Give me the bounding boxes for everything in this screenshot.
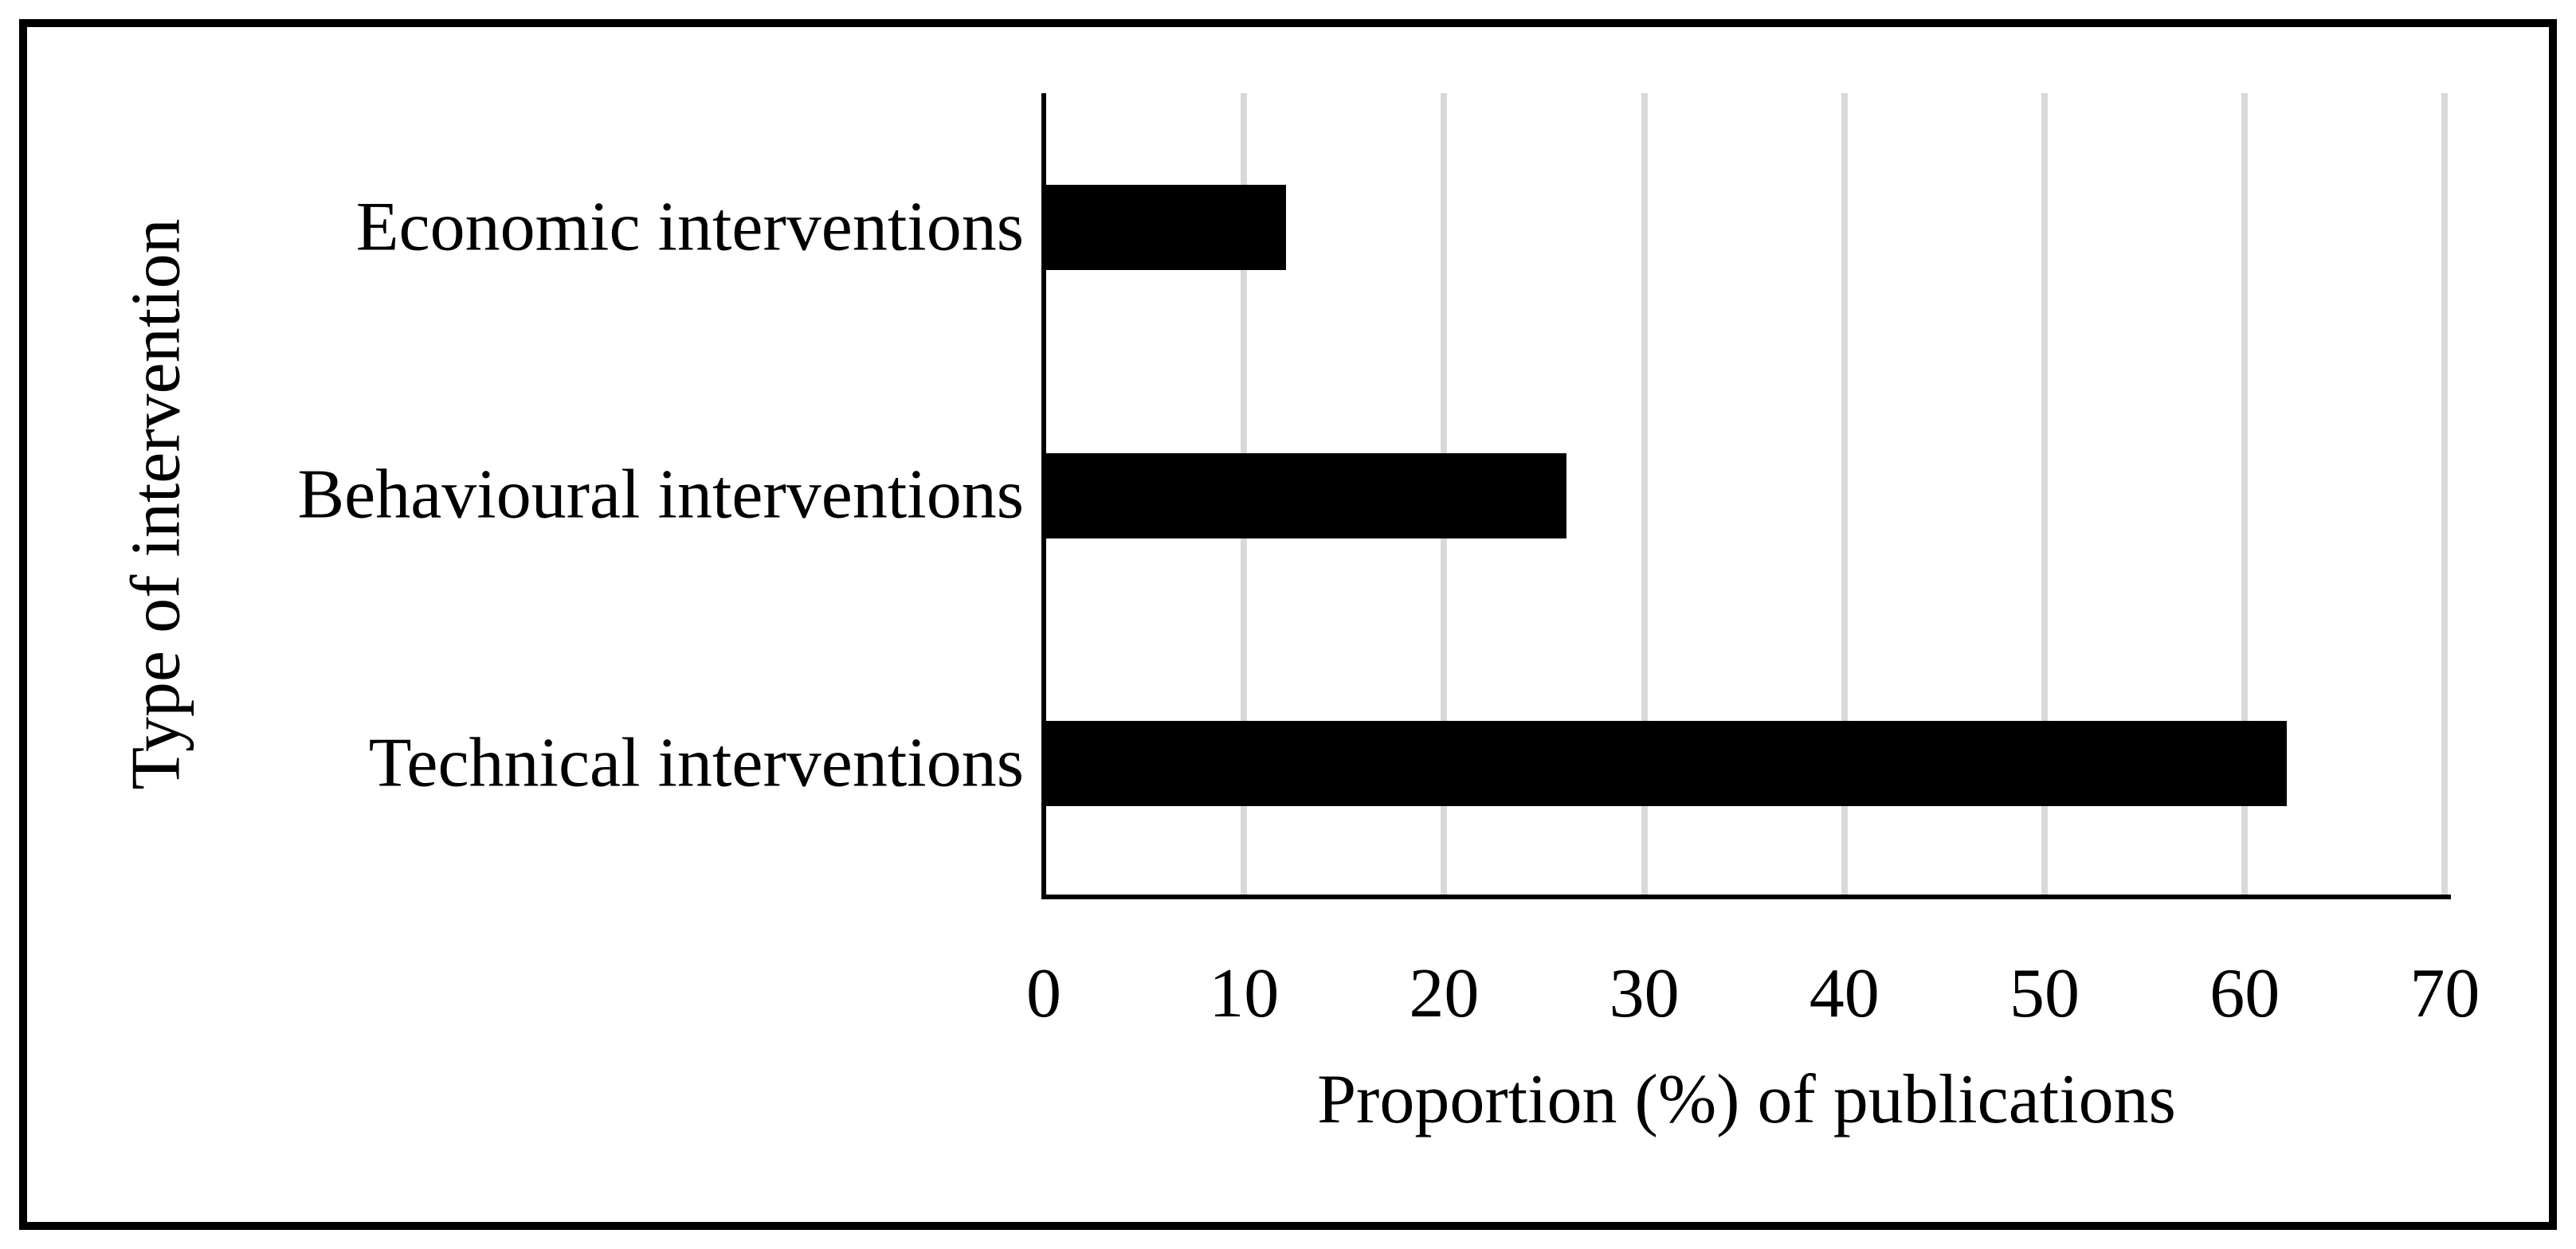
x-tick-label-40: 40 [1809, 955, 1880, 1032]
x-axis-line [1041, 895, 2451, 899]
bar-technical-interventions [1046, 721, 2288, 806]
x-tick-label-0: 0 [1026, 955, 1061, 1032]
gridline-60 [2241, 93, 2249, 895]
gridline-70 [2441, 93, 2449, 895]
gridline-40 [1841, 93, 1848, 895]
category-label-technical-interventions: Technical interventions [368, 724, 1024, 802]
x-tick-label-70: 70 [2409, 955, 2480, 1032]
y-axis-title: Type of intervention [117, 218, 195, 790]
category-label-behavioural-interventions: Behavioural interventions [297, 456, 1024, 534]
bar-behavioural-interventions [1046, 452, 1567, 538]
y-axis-line [1041, 93, 1046, 899]
x-axis-title: Proportion (%) of publications [1317, 1061, 2176, 1138]
figure-border-frame [19, 19, 2557, 1230]
gridline-50 [2041, 93, 2048, 895]
x-tick-label-20: 20 [1409, 955, 1480, 1032]
x-tick-label-50: 50 [2009, 955, 2080, 1032]
gridline-30 [1641, 93, 1648, 895]
x-tick-label-60: 60 [2209, 955, 2280, 1032]
bar-economic-interventions [1046, 185, 1287, 270]
x-tick-label-10: 10 [1209, 955, 1280, 1032]
category-label-economic-interventions: Economic interventions [355, 188, 1024, 266]
x-tick-label-30: 30 [1609, 955, 1680, 1032]
